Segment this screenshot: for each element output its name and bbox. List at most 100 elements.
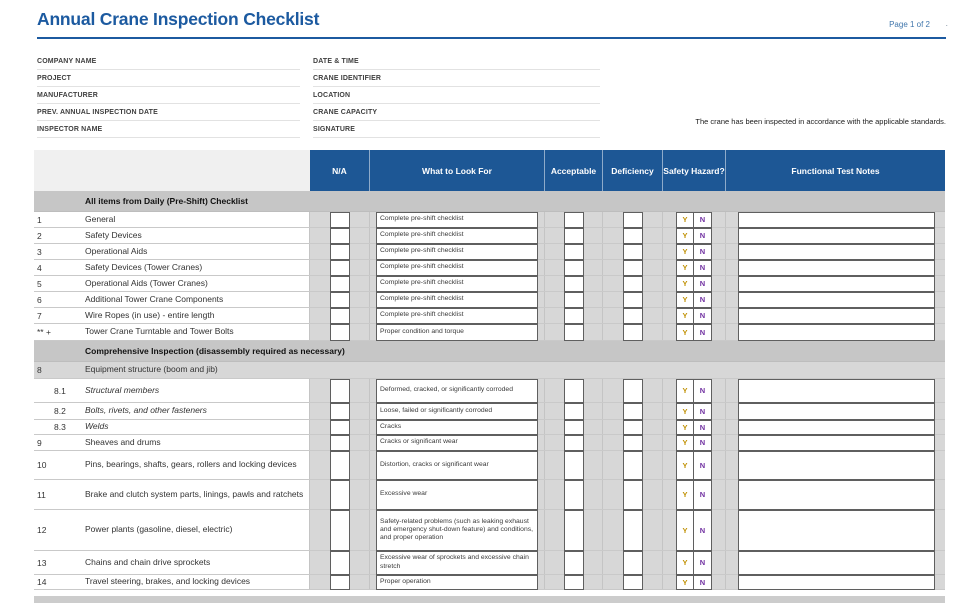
acceptable-checkbox[interactable] bbox=[563, 211, 584, 228]
functional-test-notes-box[interactable] bbox=[738, 434, 935, 451]
hazard-no-cell[interactable]: N bbox=[694, 450, 712, 480]
hazard-no-cell[interactable]: N bbox=[694, 323, 712, 341]
hazard-no-cell[interactable]: N bbox=[694, 211, 712, 228]
functional-test-notes-box[interactable] bbox=[738, 227, 935, 244]
hazard-yes-cell[interactable]: Y bbox=[676, 434, 694, 451]
na-checkbox[interactable] bbox=[329, 378, 350, 403]
hazard-yes-cell[interactable]: Y bbox=[676, 243, 694, 260]
hazard-yes-cell[interactable]: Y bbox=[676, 275, 694, 292]
hazard-yes-cell[interactable]: Y bbox=[676, 378, 694, 403]
functional-test-notes-box[interactable] bbox=[738, 509, 935, 551]
hazard-yes-cell[interactable]: Y bbox=[676, 323, 694, 341]
deficiency-checkbox[interactable] bbox=[622, 211, 643, 228]
hazard-no-cell[interactable]: N bbox=[694, 291, 712, 308]
hazard-yes-cell[interactable]: Y bbox=[676, 479, 694, 510]
field-company-name[interactable]: COMPANY NAME bbox=[37, 53, 300, 70]
functional-test-notes-box[interactable] bbox=[738, 307, 935, 324]
functional-test-notes-box[interactable] bbox=[738, 402, 935, 420]
hazard-no-cell[interactable]: N bbox=[694, 243, 712, 260]
na-checkbox[interactable] bbox=[329, 434, 350, 451]
hazard-no-cell[interactable]: N bbox=[694, 378, 712, 403]
functional-test-notes-box[interactable] bbox=[738, 479, 935, 510]
functional-test-notes-box[interactable] bbox=[738, 291, 935, 308]
hazard-no-cell[interactable]: N bbox=[694, 550, 712, 575]
hazard-yes-cell[interactable]: Y bbox=[676, 307, 694, 324]
field-crane-identifier[interactable]: CRANE IDENTIFIER bbox=[313, 70, 600, 87]
deficiency-checkbox[interactable] bbox=[622, 307, 643, 324]
acceptable-checkbox[interactable] bbox=[563, 419, 584, 435]
na-checkbox[interactable] bbox=[329, 419, 350, 435]
functional-test-notes-box[interactable] bbox=[738, 419, 935, 435]
field-location[interactable]: LOCATION bbox=[313, 87, 600, 104]
date-time-input[interactable] bbox=[359, 53, 600, 69]
location-input[interactable] bbox=[350, 87, 600, 103]
hazard-yes-cell[interactable]: Y bbox=[676, 211, 694, 228]
na-checkbox[interactable] bbox=[329, 323, 350, 341]
acceptable-checkbox[interactable] bbox=[563, 291, 584, 308]
acceptable-checkbox[interactable] bbox=[563, 307, 584, 324]
deficiency-checkbox[interactable] bbox=[622, 550, 643, 575]
na-checkbox[interactable] bbox=[329, 227, 350, 244]
crane-capacity-input[interactable] bbox=[377, 104, 600, 120]
hazard-yes-cell[interactable]: Y bbox=[676, 259, 694, 276]
deficiency-checkbox[interactable] bbox=[622, 378, 643, 403]
na-checkbox[interactable] bbox=[329, 307, 350, 324]
hazard-yes-cell[interactable]: Y bbox=[676, 402, 694, 420]
acceptable-checkbox[interactable] bbox=[563, 574, 584, 590]
hazard-no-cell[interactable]: N bbox=[694, 509, 712, 551]
functional-test-notes-box[interactable] bbox=[738, 275, 935, 292]
na-checkbox[interactable] bbox=[329, 402, 350, 420]
field-prev-annual-inspection-date[interactable]: PREV. ANNUAL INSPECTION DATE bbox=[37, 104, 300, 121]
deficiency-checkbox[interactable] bbox=[622, 243, 643, 260]
acceptable-checkbox[interactable] bbox=[563, 378, 584, 403]
hazard-no-cell[interactable]: N bbox=[694, 402, 712, 420]
hazard-no-cell[interactable]: N bbox=[694, 419, 712, 435]
field-crane-capacity[interactable]: CRANE CAPACITY bbox=[313, 104, 600, 121]
functional-test-notes-box[interactable] bbox=[738, 259, 935, 276]
deficiency-checkbox[interactable] bbox=[622, 402, 643, 420]
hazard-no-cell[interactable]: N bbox=[694, 574, 712, 590]
acceptable-checkbox[interactable] bbox=[563, 450, 584, 480]
hazard-yes-cell[interactable]: Y bbox=[676, 291, 694, 308]
deficiency-checkbox[interactable] bbox=[622, 323, 643, 341]
crane-identifier-input[interactable] bbox=[381, 70, 600, 86]
hazard-yes-cell[interactable]: Y bbox=[676, 509, 694, 551]
hazard-yes-cell[interactable]: Y bbox=[676, 450, 694, 480]
na-checkbox[interactable] bbox=[329, 450, 350, 480]
na-checkbox[interactable] bbox=[329, 259, 350, 276]
functional-test-notes-box[interactable] bbox=[738, 450, 935, 480]
hazard-no-cell[interactable]: N bbox=[694, 479, 712, 510]
acceptable-checkbox[interactable] bbox=[563, 243, 584, 260]
deficiency-checkbox[interactable] bbox=[622, 227, 643, 244]
hazard-yes-cell[interactable]: Y bbox=[676, 574, 694, 590]
project-input[interactable] bbox=[71, 70, 300, 86]
field-signature[interactable]: SIGNATURE bbox=[313, 121, 600, 138]
hazard-no-cell[interactable]: N bbox=[694, 259, 712, 276]
deficiency-checkbox[interactable] bbox=[622, 450, 643, 480]
acceptable-checkbox[interactable] bbox=[563, 509, 584, 551]
functional-test-notes-box[interactable] bbox=[738, 574, 935, 590]
functional-test-notes-box[interactable] bbox=[738, 378, 935, 403]
deficiency-checkbox[interactable] bbox=[622, 434, 643, 451]
inspector-name-input[interactable] bbox=[102, 121, 300, 137]
hazard-no-cell[interactable]: N bbox=[694, 434, 712, 451]
na-checkbox[interactable] bbox=[329, 550, 350, 575]
hazard-yes-cell[interactable]: Y bbox=[676, 550, 694, 575]
deficiency-checkbox[interactable] bbox=[622, 259, 643, 276]
hazard-no-cell[interactable]: N bbox=[694, 307, 712, 324]
acceptable-checkbox[interactable] bbox=[563, 275, 584, 292]
acceptable-checkbox[interactable] bbox=[563, 550, 584, 575]
field-inspector-name[interactable]: INSPECTOR NAME bbox=[37, 121, 300, 138]
na-checkbox[interactable] bbox=[329, 291, 350, 308]
na-checkbox[interactable] bbox=[329, 479, 350, 510]
hazard-no-cell[interactable]: N bbox=[694, 227, 712, 244]
acceptable-checkbox[interactable] bbox=[563, 402, 584, 420]
na-checkbox[interactable] bbox=[329, 211, 350, 228]
deficiency-checkbox[interactable] bbox=[622, 509, 643, 551]
field-manufacturer[interactable]: MANUFACTURER bbox=[37, 87, 300, 104]
manufacturer-input[interactable] bbox=[98, 87, 300, 103]
signature-input[interactable] bbox=[355, 121, 600, 137]
hazard-yes-cell[interactable]: Y bbox=[676, 419, 694, 435]
acceptable-checkbox[interactable] bbox=[563, 323, 584, 341]
company-name-input[interactable] bbox=[97, 53, 301, 69]
